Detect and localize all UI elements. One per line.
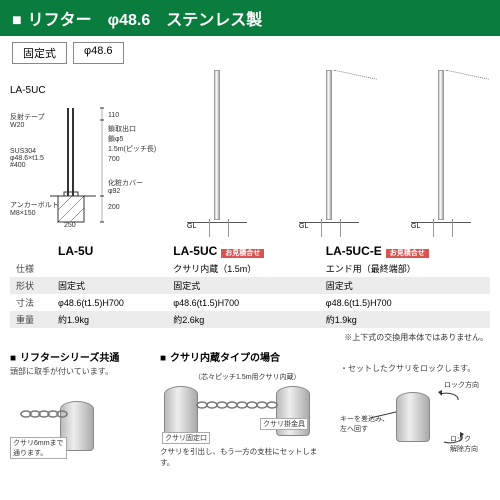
label-h700: 700 bbox=[108, 156, 120, 163]
chain-graphic bbox=[196, 396, 278, 414]
chain-icon bbox=[443, 70, 489, 93]
cell: 固定式 bbox=[52, 277, 167, 294]
rowhdr-shiyo: 仕様 bbox=[10, 260, 52, 277]
table-row-shiyo: 仕様 クサリ内蔵（1.5m） エンド用（最終端部） bbox=[10, 260, 490, 277]
cell: エンド用（最終端部） bbox=[320, 260, 490, 277]
callout-lock: クサリ固定口 bbox=[162, 432, 210, 444]
pole-icon bbox=[326, 70, 332, 220]
cell: φ48.6(t1.5)H700 bbox=[167, 294, 319, 311]
cell: φ48.6(t1.5)H700 bbox=[52, 294, 167, 311]
unlock-dir: ロック 解除方向 bbox=[450, 434, 478, 454]
footnote: ※上下式の交換用本体ではありません。 bbox=[0, 332, 500, 343]
code-2: LA-5UC-Eお見積合せ bbox=[320, 238, 490, 260]
spec-table: LA-5U LA-5UCお見積合せ LA-5UC-Eお見積合せ 仕様 クサリ内蔵… bbox=[10, 238, 490, 328]
common-title: リフターシリーズ共通 bbox=[10, 349, 150, 364]
lock-illus: ロック方向 ロック 解除方向 キーを差込み、 左へ回す bbox=[340, 378, 490, 464]
tag-row: 固定式 φ48.6 bbox=[0, 36, 500, 70]
table-row-codes: LA-5U LA-5UCお見積合せ LA-5UC-Eお見積合せ bbox=[10, 238, 490, 260]
chain-icon bbox=[331, 70, 377, 93]
cell: 固定式 bbox=[167, 277, 319, 294]
label-cover: 化粧カバー φ92 bbox=[108, 178, 143, 195]
key-label: キーを差込み、 左へ回す bbox=[340, 414, 389, 434]
cell: 約1.9kg bbox=[320, 311, 490, 328]
tech-diagram: LA-5UC 反射テープ W20 SUS304 φ48.6×t1.5 #400 bbox=[10, 85, 160, 230]
code-1: LA-5UCお見積合せ bbox=[167, 238, 319, 260]
lock-desc: ・セットしたクサリをロックします。 bbox=[340, 363, 490, 374]
badge-2: お見積合せ bbox=[386, 249, 429, 258]
label-tape: 反射テープ W20 bbox=[10, 112, 45, 129]
cell: クサリ内蔵（1.5m） bbox=[167, 260, 319, 277]
cell: 約2.6kg bbox=[167, 311, 319, 328]
cell: 約1.9kg bbox=[52, 311, 167, 328]
tech-drawing: 反射テープ W20 SUS304 φ48.6×t1.5 #400 アンカーボルト… bbox=[10, 100, 150, 230]
cylinder-icon bbox=[164, 386, 198, 436]
rowhdr-sunpo: 寸法 bbox=[10, 294, 52, 311]
page-title: リフター φ48.6 ステンレス製 bbox=[0, 0, 500, 36]
common-sub: 頭部に取手が付いています。 bbox=[10, 366, 150, 377]
code-0: LA-5U bbox=[52, 238, 167, 260]
table-row-kata: 形状 固定式 固定式 固定式 bbox=[10, 277, 490, 294]
cell: φ48.6(t1.5)H700 bbox=[320, 294, 490, 311]
tag-diameter: φ48.6 bbox=[73, 42, 124, 64]
common-col: リフターシリーズ共通 頭部に取手が付いています。 クサリ6mmまで 通ります。 bbox=[10, 349, 150, 467]
chain-col: クサリ内蔵タイプの場合 （芯々ピッチ1.5m用クサリ内蔵） クサリ掛金具 クサリ… bbox=[160, 349, 330, 467]
lower-section: リフターシリーズ共通 頭部に取手が付いています。 クサリ6mmまで 通ります。 … bbox=[0, 343, 500, 473]
badge-1: お見積合せ bbox=[221, 249, 264, 258]
table-row-sunpo: 寸法 φ48.6(t1.5)H700 φ48.6(t1.5)H700 φ48.6… bbox=[10, 294, 490, 311]
product-la5u: GL bbox=[187, 70, 247, 230]
label-anchor: アンカーボルト M8×150 bbox=[10, 200, 59, 217]
common-illus: クサリ6mmまで 通ります。 bbox=[10, 381, 150, 467]
table-row-juryo: 重量 約1.9kg 約2.6kg 約1.9kg bbox=[10, 311, 490, 328]
product-images: GL GL GL bbox=[168, 70, 490, 230]
pole-icon bbox=[438, 70, 444, 220]
label-h110: 110 bbox=[108, 112, 119, 119]
cell: 固定式 bbox=[320, 277, 490, 294]
tag-fixed: 固定式 bbox=[12, 42, 67, 64]
lock-col: ・セットしたクサリをロックします。 ロック方向 ロック 解除方向 キーを差込み、… bbox=[340, 349, 490, 467]
diagram-partnum: LA-5UC bbox=[10, 85, 160, 96]
label-h200: 200 bbox=[108, 204, 120, 211]
chain-sub: （芯々ピッチ1.5m用クサリ内蔵） bbox=[194, 372, 301, 382]
lock-dir: ロック方向 bbox=[444, 380, 479, 390]
rowhdr-juryo: 重量 bbox=[10, 311, 52, 328]
label-chainexit: 鎖取出口 鎖φ5 1.5m(ピッチ長) bbox=[108, 124, 156, 154]
product-la5uc: GL bbox=[299, 70, 359, 230]
label-pipe: SUS304 φ48.6×t1.5 #400 bbox=[10, 148, 44, 169]
label-w250: 250 bbox=[64, 222, 76, 229]
callout-6mm: クサリ6mmまで 通ります。 bbox=[10, 437, 67, 459]
chain-title: クサリ内蔵タイプの場合 bbox=[160, 349, 330, 364]
callout-hook: クサリ掛金具 bbox=[260, 418, 308, 430]
chain-illus: （芯々ピッチ1.5m用クサリ内蔵） クサリ掛金具 クサリ固定口 クサリを引出し、… bbox=[160, 366, 330, 452]
cell bbox=[52, 260, 167, 277]
product-la5uce: GL bbox=[411, 70, 471, 230]
rowhdr-kata: 形状 bbox=[10, 277, 52, 294]
main-row: LA-5UC 反射テープ W20 SUS304 φ48.6×t1.5 #400 bbox=[0, 70, 500, 230]
chain-graphic bbox=[20, 405, 80, 423]
pole-icon bbox=[214, 70, 220, 220]
chain-desc: クサリを引出し、もう一方の支柱にセットします。 bbox=[160, 446, 330, 468]
